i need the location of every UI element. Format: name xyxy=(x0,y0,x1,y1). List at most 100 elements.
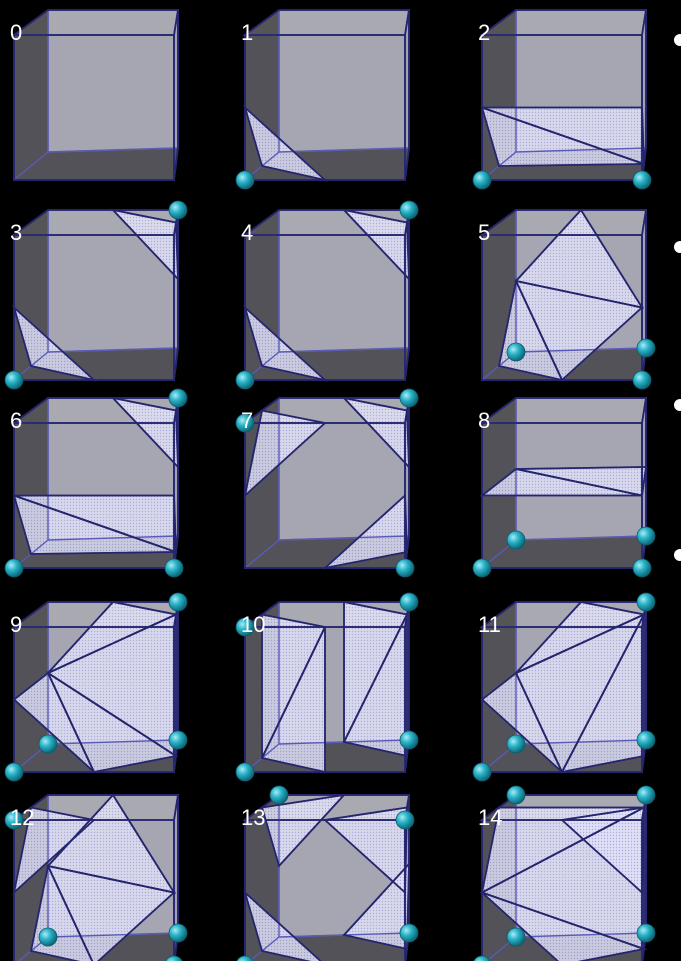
marked-vertex-ball xyxy=(472,762,492,782)
isosurface-triangle-outline xyxy=(13,494,177,554)
cube-edge xyxy=(481,397,517,424)
cube-edge xyxy=(173,347,179,381)
marked-vertex-ball xyxy=(506,927,526,947)
case-number-label: 6 xyxy=(10,408,22,433)
case-number-label: 4 xyxy=(241,220,253,245)
cube-hidden-edge xyxy=(515,147,647,153)
isosurface-triangle-outline xyxy=(342,861,410,951)
cube-case-4: 4 xyxy=(235,200,419,390)
cube-face xyxy=(13,34,175,181)
cube-edge xyxy=(481,601,517,628)
marked-vertex-ball xyxy=(168,730,188,750)
marked-vertex-ball xyxy=(506,342,526,362)
marked-vertex-ball xyxy=(168,388,188,408)
isosurface-triangle-outline xyxy=(243,889,322,961)
case-number-label: 2 xyxy=(478,20,490,45)
marked-vertex-ball xyxy=(632,370,652,390)
case-number-label: 9 xyxy=(10,612,22,637)
case-number-label: 14 xyxy=(478,805,502,830)
cube-case-6: 6 xyxy=(4,388,188,578)
cube-hidden-edge xyxy=(278,147,410,153)
bullet-fragment-1 xyxy=(674,34,681,46)
marked-vertex-ball xyxy=(235,617,255,637)
case-number-label: 11 xyxy=(478,612,501,637)
cube-edge xyxy=(13,397,49,424)
marked-vertex-ball xyxy=(632,170,652,190)
marked-vertex-ball xyxy=(506,785,526,805)
cube-hidden-edge xyxy=(515,932,647,938)
isosurface-triangle-outline xyxy=(341,208,410,282)
case-number-label: 10 xyxy=(241,612,265,637)
cube-hidden-edge xyxy=(515,535,647,541)
marked-vertex-ball xyxy=(235,370,255,390)
cube-case-3: 3 xyxy=(4,200,188,390)
isosurface-triangle-outline xyxy=(514,208,644,309)
cube-hidden-edge xyxy=(47,347,179,353)
isosurface-triangle-outline xyxy=(559,806,645,895)
marked-vertex-ball xyxy=(472,558,492,578)
isosurface-triangle-outline xyxy=(515,466,648,497)
cube-edge xyxy=(404,347,410,381)
marked-vertex-ball xyxy=(4,370,24,390)
marked-vertex-ball xyxy=(636,338,656,358)
isosurface-triangle-outline xyxy=(260,793,347,868)
marked-vertex-ball xyxy=(399,730,419,750)
isosurface-triangle-outline xyxy=(110,396,179,470)
case-number-label: 1 xyxy=(241,20,253,45)
cube-edge xyxy=(404,147,410,181)
cube-face xyxy=(244,819,406,961)
cube-case-5: 5 xyxy=(478,208,656,390)
isosurface-triangle-outline xyxy=(497,278,564,382)
isosurface-triangle-outline xyxy=(481,106,645,166)
marked-vertex-ball xyxy=(235,170,255,190)
marked-vertex-ball xyxy=(168,200,188,220)
cube-edge xyxy=(13,209,49,236)
cube-face xyxy=(244,34,406,181)
marked-vertex-ball xyxy=(636,785,656,805)
marked-vertex-ball xyxy=(632,558,652,578)
isosurface-triangle-outline xyxy=(480,806,645,895)
marked-vertex-ball xyxy=(399,923,419,943)
cube-case-9: 9 xyxy=(4,592,188,782)
isosurface-triangle-outline xyxy=(243,409,327,498)
marked-vertex-ball xyxy=(636,592,656,612)
cube-edge xyxy=(481,9,517,36)
cube-hidden-edge xyxy=(244,539,280,569)
cube-case-1: 1 xyxy=(235,9,410,190)
marked-vertex-ball xyxy=(236,955,254,961)
cube-edge xyxy=(244,9,280,36)
cube-hidden-edge xyxy=(47,147,179,153)
marked-vertex-ball xyxy=(235,413,255,433)
cube-case-7: 7 xyxy=(235,388,419,578)
cube-case-11: 11 xyxy=(472,592,656,782)
cube-case-12: 12 xyxy=(4,793,188,961)
isosurface-triangle-outline xyxy=(12,304,98,382)
marked-vertex-ball xyxy=(399,592,419,612)
isosurface-triangle-outline xyxy=(261,613,327,759)
isosurface-triangle-outline xyxy=(12,806,96,895)
cube-edge xyxy=(13,9,49,36)
marked-vertex-ball xyxy=(165,955,183,961)
cube-case-8: 8 xyxy=(472,397,656,578)
marked-vertex-ball xyxy=(168,592,188,612)
cube-face xyxy=(244,422,406,569)
case-number-label: 12 xyxy=(10,805,34,830)
marked-vertex-ball xyxy=(395,558,415,578)
bullet-fragment-2 xyxy=(674,241,681,253)
case-number-label: 5 xyxy=(478,220,490,245)
isosurface-triangle-outline xyxy=(46,793,176,894)
cube-hidden-edge xyxy=(515,347,647,353)
isosurface-triangle-outline xyxy=(110,208,179,282)
cube-face xyxy=(13,234,175,381)
marked-vertex-ball xyxy=(4,810,24,830)
marked-vertex-ball xyxy=(269,785,289,805)
marked-vertex-ball xyxy=(38,927,58,947)
case-number-label: 0 xyxy=(10,20,22,45)
cube-hidden-edge xyxy=(13,151,49,181)
marked-vertex-ball xyxy=(636,526,656,546)
cube-edge xyxy=(13,601,49,628)
case-number-label: 13 xyxy=(241,805,265,830)
marked-vertex-ball xyxy=(168,923,188,943)
cube-hidden-edge xyxy=(278,347,410,353)
